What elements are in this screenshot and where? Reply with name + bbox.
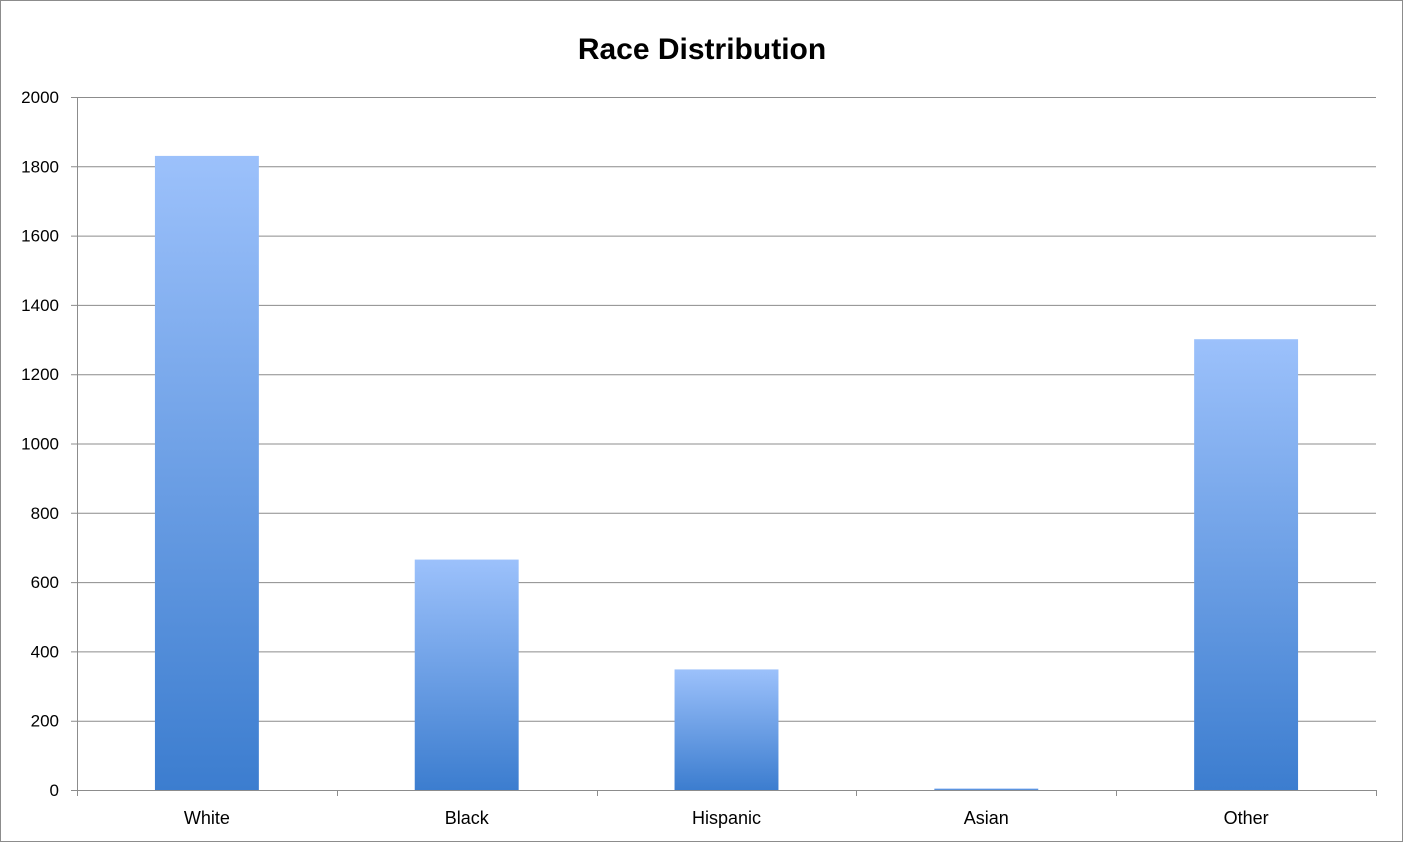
y-tick-label: 600 xyxy=(31,573,59,592)
y-tick-label: 1800 xyxy=(21,157,59,176)
y-tick-label: 800 xyxy=(31,504,59,523)
bar-other xyxy=(1194,339,1299,790)
bar-hispanic xyxy=(674,669,779,790)
x-tick-label: Other xyxy=(1224,808,1269,828)
axes xyxy=(71,97,1377,796)
y-tick-label: 1000 xyxy=(21,435,59,454)
y-tick-label: 200 xyxy=(31,712,59,731)
y-tick-label: 1600 xyxy=(21,227,59,246)
y-tick-label: 1200 xyxy=(21,365,59,384)
y-tick-label: 400 xyxy=(31,642,59,661)
y-tick-label: 0 xyxy=(50,781,59,800)
y-tick-label: 1400 xyxy=(21,296,59,315)
y-tick-label: 2000 xyxy=(21,88,59,107)
bar-black xyxy=(414,559,519,790)
x-tick-label: White xyxy=(184,808,230,828)
x-tick-label: Black xyxy=(445,808,490,828)
bar-asian xyxy=(934,788,1039,790)
labels: 0 200 400 600 800 1000 1200 1400 1600 1800 2000 Whi… xyxy=(21,88,1268,828)
bar-white xyxy=(154,155,259,790)
chart-title: Race Distribution xyxy=(578,33,826,66)
gridlines xyxy=(71,97,1376,722)
x-tick-label: Hispanic xyxy=(692,808,761,828)
bars xyxy=(154,155,1299,790)
x-tick-label: Asian xyxy=(964,808,1009,828)
